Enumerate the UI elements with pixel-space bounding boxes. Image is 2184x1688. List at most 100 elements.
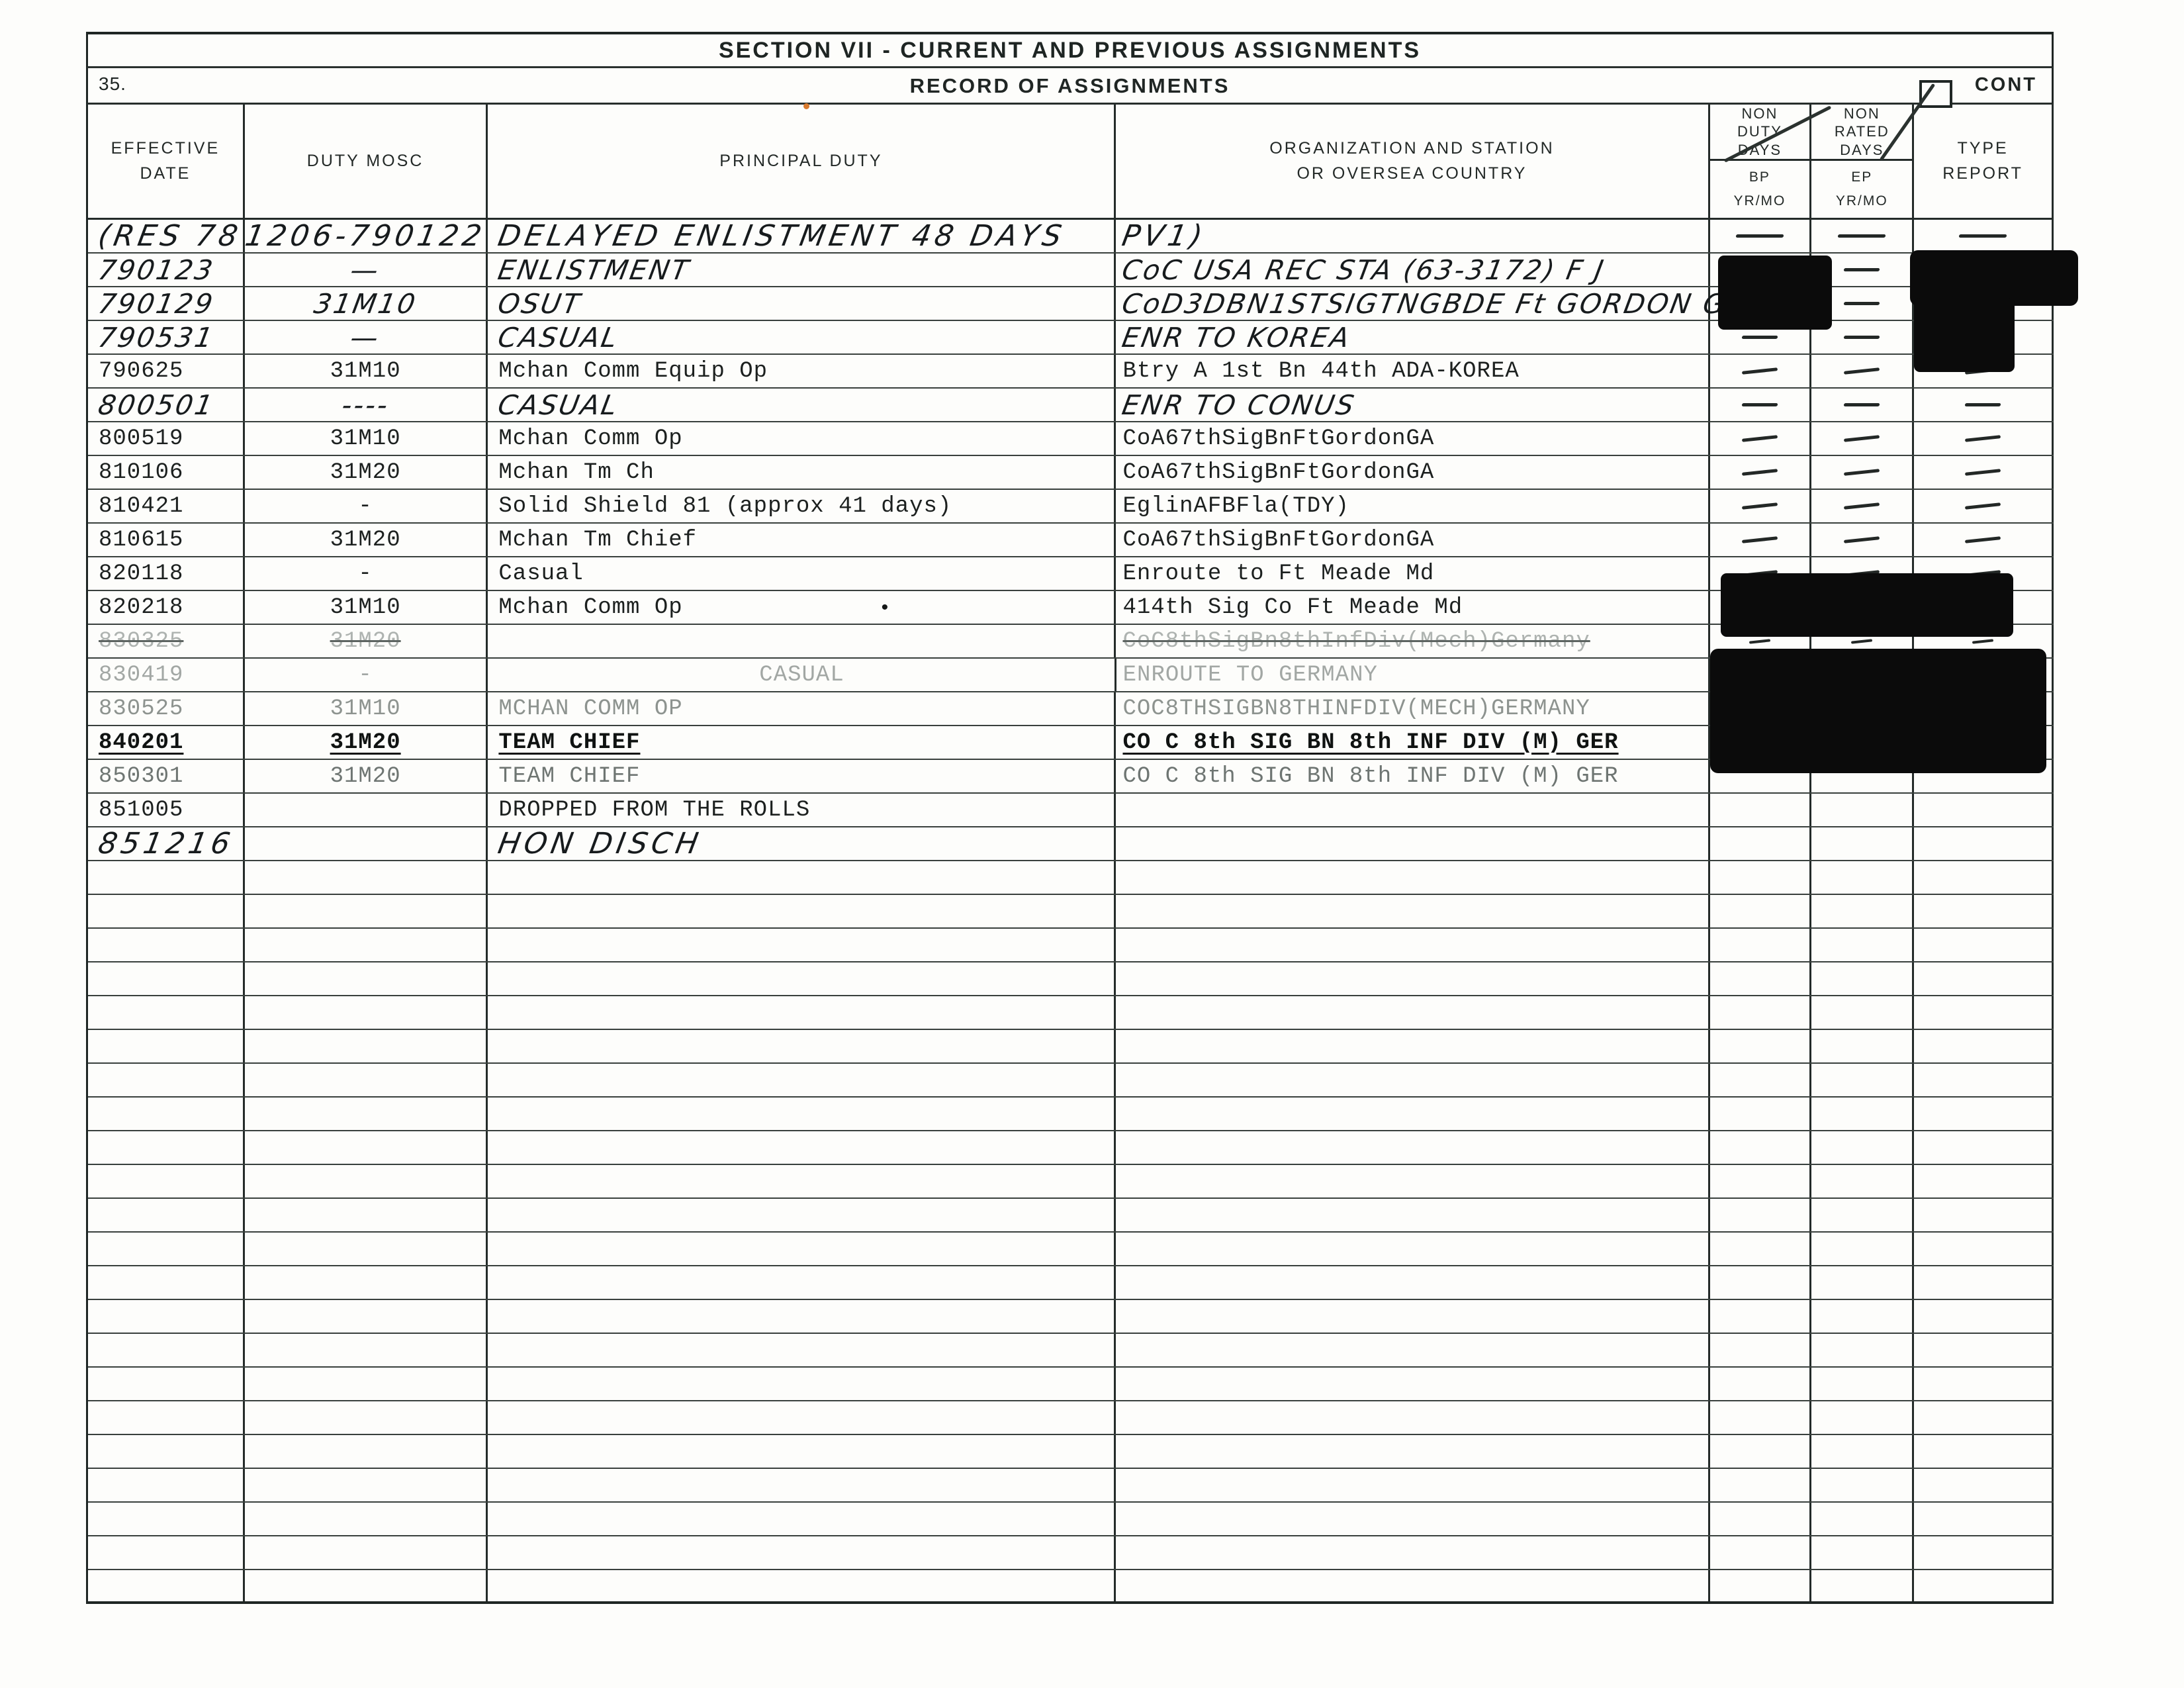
non-rated-days-cell [1811,1368,1915,1400]
effective-date-cell: 790531 [88,321,245,353]
non-duty-days-cell [1710,1570,1812,1601]
type-report-cell [1914,1266,2054,1299]
principal-duty-cell: OSUT [488,287,1116,320]
duty-mosc-cell [245,1064,488,1096]
table-row: 790625 31M10 Mchan Comm Equip Op Btry A … [88,355,2054,389]
organization-cell [1116,1233,1710,1265]
duty-mosc-cell [245,962,488,995]
table-row: 810615 31M20 Mchan Tm Chief CoA67thSigBn… [88,524,2054,557]
organization-cell [1116,1064,1710,1096]
ditto-dash-mark [1843,336,1880,339]
ditto-dash-mark [1965,502,2001,510]
effective-date-cell: 850301 [88,760,245,792]
ditto-dash-mark [1851,638,1873,644]
principal-duty-cell: TEAM CHIEF [488,726,1116,759]
non-duty-days-cell [1710,962,1812,995]
effective-date-cell [88,1435,245,1468]
ditto-dash-mark [1844,469,1880,476]
principal-duty-cell [488,996,1116,1029]
empty-table-row [88,1199,2054,1233]
effective-date-cell [88,1030,245,1062]
non-rated-days-cell [1811,1469,1915,1501]
type-report-cell [1914,895,2054,927]
type-report-cell [1914,389,2054,421]
type-report-cell [1914,1030,2054,1062]
duty-mosc-cell: — [245,321,488,353]
duty-mosc-cell: 31M20 [245,726,488,759]
organization-cell [1116,929,1710,961]
non-duty-days-cell [1710,389,1812,421]
principal-duty-cell [488,1503,1116,1535]
effective-date-cell: 810615 [88,524,245,556]
non-duty-days-cell [1710,625,1812,657]
empty-table-row [88,929,2054,962]
principal-duty-cell [488,625,1116,657]
principal-duty-cell [488,1030,1116,1062]
effective-date-cell [88,996,245,1029]
non-duty-days-cell [1710,760,1812,792]
non-duty-days-cell [1710,321,1812,353]
duty-mosc-cell [245,895,488,927]
non-rated-days-cell [1811,625,1915,657]
principal-duty-cell: Mchan Comm Op [488,591,1116,624]
principal-duty-cell [488,1165,1116,1197]
effective-date-cell: 840201 [88,726,245,759]
redaction-bar [1718,256,1832,330]
principal-duty-cell: DROPPED FROM THE ROLLS [488,794,1116,826]
table-row: 800519 31M10 Mchan Comm Op CoA67thSigBnF… [88,422,2054,456]
ditto-dash-mark [1741,536,1778,543]
organization-cell [1116,1334,1710,1366]
ditto-dash-mark [1843,268,1880,271]
empty-table-row [88,861,2054,895]
non-rated-days-cell [1811,355,1915,387]
duty-mosc-cell [245,1098,488,1130]
organization-cell: 414th Sig Co Ft Meade Md [1116,591,1710,624]
table-row: 820218 31M10 Mchan Comm Op 414th Sig Co … [88,591,2054,625]
column-header-row: EFFECTIVE DATE DUTY MOSC PRINCIPAL DUTY … [86,105,2054,220]
ditto-dash-mark [1844,536,1880,543]
duty-mosc-cell [245,1503,488,1535]
non-duty-days-cell [1710,422,1812,455]
type-report-cell [1914,557,2054,590]
non-duty-days-cell [1710,895,1812,927]
table-row: 820118 - Casual Enroute to Ft Meade Md [88,557,2054,591]
type-report-cell [1914,1064,2054,1096]
header-principal-duty: PRINCIPAL DUTY [488,105,1116,220]
non-rated-days-cell [1811,1570,1915,1601]
non-rated-days-cell [1811,1030,1915,1062]
organization-cell [1116,827,1710,860]
organization-cell [1116,895,1710,927]
non-rated-days-cell [1811,996,1915,1029]
header-non-duty-days-label: NON DUTY DAYS [1709,105,1810,161]
type-report-cell [1914,962,2054,995]
non-rated-days-cell [1811,422,1915,455]
principal-duty-cell [488,1570,1116,1601]
empty-table-row [88,1368,2054,1401]
non-rated-days-cell [1811,1199,1915,1231]
non-rated-days-cell [1811,861,1915,894]
empty-table-row [88,1503,2054,1536]
principal-duty-cell: MCHAN COMM OP [488,692,1116,725]
principal-duty-cell: CASUAL [488,389,1116,421]
non-duty-days-cell [1710,1435,1812,1468]
duty-mosc-cell: 31M20 [245,456,488,489]
duty-mosc-cell [245,827,488,860]
ditto-dash-mark [1741,403,1778,406]
organization-cell: CO C 8th SIG BN 8th INF DIV (M) GER [1116,726,1710,759]
empty-table-row [88,1165,2054,1199]
table-row: 851216 HON DISCH [88,827,2054,861]
non-rated-days-cell [1811,1098,1915,1130]
organization-cell [1116,1368,1710,1400]
non-rated-days-cell [1811,1266,1915,1299]
principal-duty-cell: Mchan Tm Ch [488,456,1116,489]
effective-date-cell [88,1098,245,1130]
duty-mosc-cell: - [245,659,488,691]
non-duty-days-cell [1710,1469,1812,1501]
organization-cell: ENR TO CONUS [1116,389,1710,421]
effective-date-cell: 851005 [88,794,245,826]
non-duty-days-cell [1710,355,1812,387]
organization-cell: ENROUTE TO GERMANY [1116,659,1710,691]
duty-mosc-cell [245,1469,488,1501]
principal-duty-cell [488,1266,1116,1299]
principal-duty-cell [488,1131,1116,1164]
